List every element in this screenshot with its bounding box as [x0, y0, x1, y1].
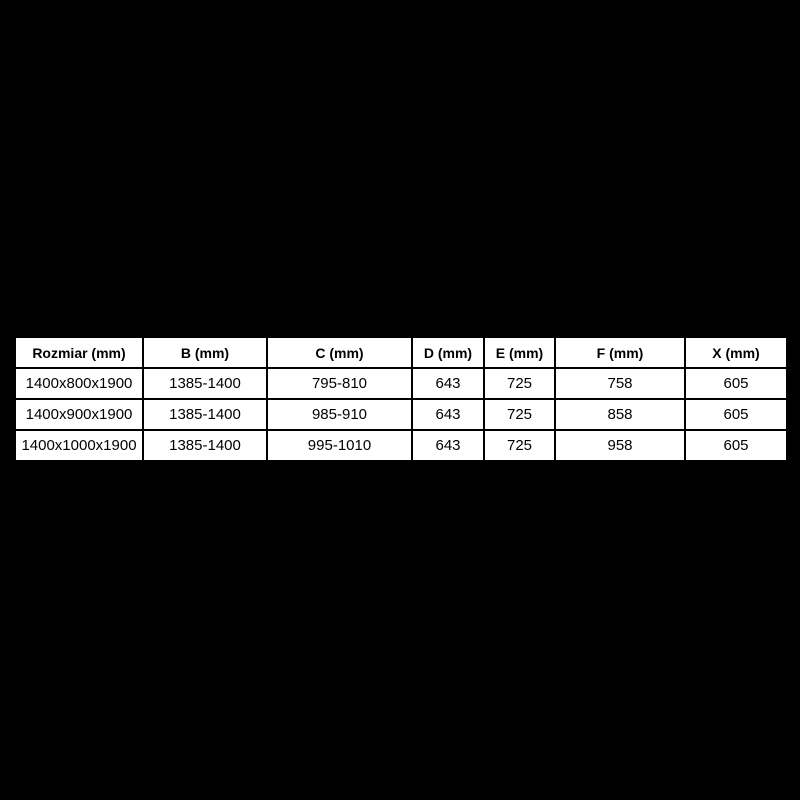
spec-table-container: Rozmiar (mm) B (mm) C (mm) D (mm) E (mm)…: [14, 336, 788, 462]
table-cell: 1385-1400: [142, 367, 268, 400]
table-cell: 1385-1400: [142, 398, 268, 431]
table-cell: 1400x1000x1900: [14, 429, 144, 462]
table-cell: 605: [684, 367, 788, 400]
column-header-f: F (mm): [554, 336, 686, 369]
column-header-x: X (mm): [684, 336, 788, 369]
dimensions-table: Rozmiar (mm) B (mm) C (mm) D (mm) E (mm)…: [14, 336, 788, 462]
table-cell: 643: [411, 367, 485, 400]
table-row: 1400x900x1900 1385-1400 985-910 643 725 …: [14, 398, 788, 431]
table-cell: 758: [554, 367, 686, 400]
table-cell: 985-910: [266, 398, 413, 431]
table-cell: 725: [483, 367, 556, 400]
table-row: 1400x1000x1900 1385-1400 995-1010 643 72…: [14, 429, 788, 462]
table-cell: 605: [684, 398, 788, 431]
table-cell: 725: [483, 398, 556, 431]
column-header-d: D (mm): [411, 336, 485, 369]
table-cell: 643: [411, 398, 485, 431]
table-cell: 1400x900x1900: [14, 398, 144, 431]
table-cell: 795-810: [266, 367, 413, 400]
table-cell: 1385-1400: [142, 429, 268, 462]
table-cell: 643: [411, 429, 485, 462]
table-cell: 1400x800x1900: [14, 367, 144, 400]
table-cell: 605: [684, 429, 788, 462]
column-header-b: B (mm): [142, 336, 268, 369]
column-header-rozmiar: Rozmiar (mm): [14, 336, 144, 369]
table-cell: 995-1010: [266, 429, 413, 462]
table-cell: 858: [554, 398, 686, 431]
table-row: 1400x800x1900 1385-1400 795-810 643 725 …: [14, 367, 788, 400]
column-header-c: C (mm): [266, 336, 413, 369]
table-cell: 725: [483, 429, 556, 462]
table-cell: 958: [554, 429, 686, 462]
column-header-e: E (mm): [483, 336, 556, 369]
header-row: Rozmiar (mm) B (mm) C (mm) D (mm) E (mm)…: [14, 336, 788, 369]
